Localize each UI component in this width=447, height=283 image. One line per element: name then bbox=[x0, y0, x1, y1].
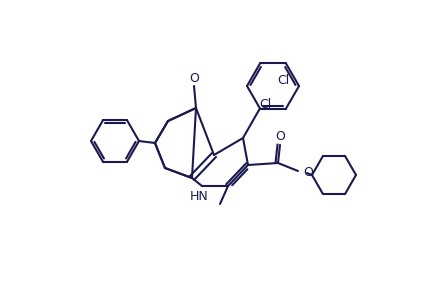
Text: HN: HN bbox=[190, 190, 208, 203]
Text: O: O bbox=[303, 166, 313, 179]
Text: Cl: Cl bbox=[260, 98, 272, 111]
Text: O: O bbox=[275, 130, 285, 143]
Text: O: O bbox=[189, 72, 199, 85]
Text: Cl: Cl bbox=[277, 74, 289, 87]
